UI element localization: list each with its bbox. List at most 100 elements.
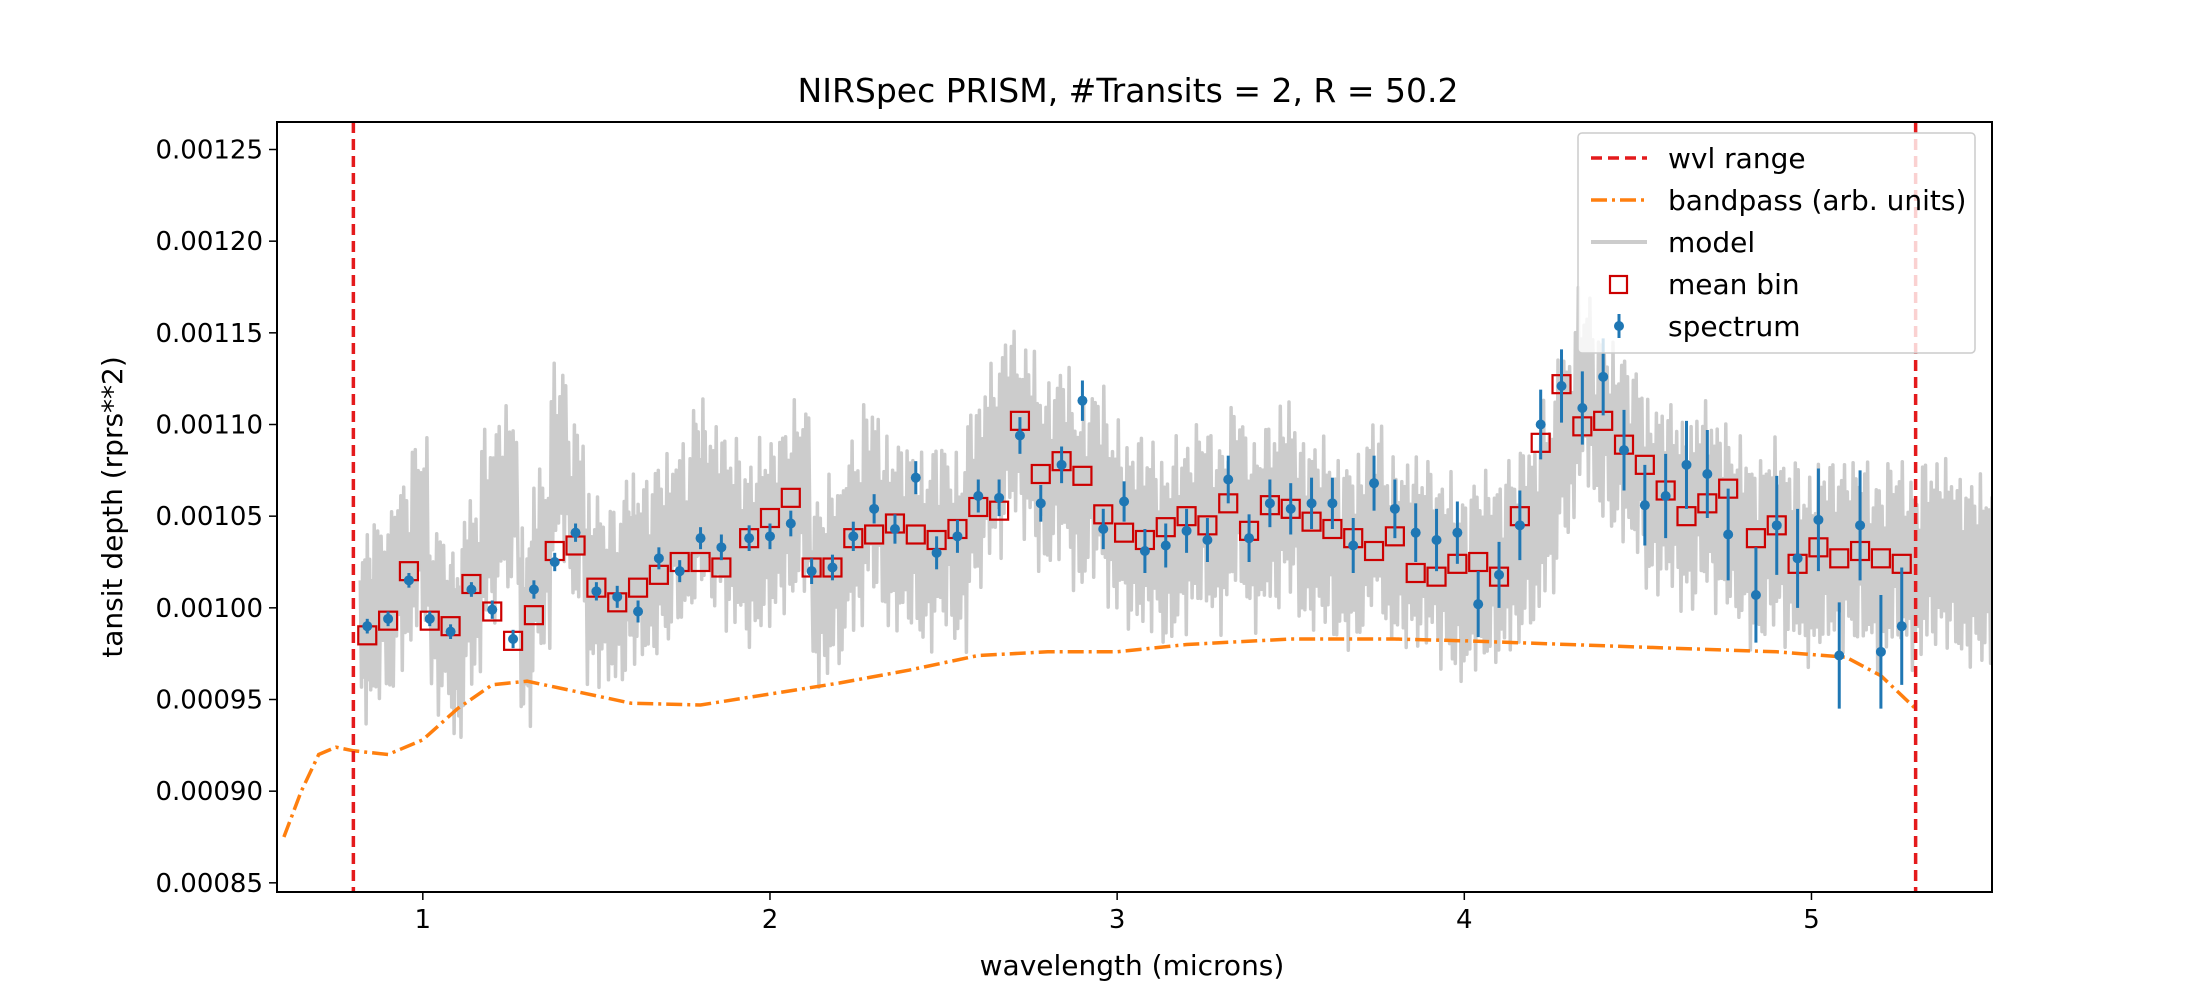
spectrum-point	[1473, 599, 1484, 610]
spectrum-point	[1535, 419, 1546, 430]
spectrum-point	[633, 606, 644, 617]
mean-bin-marker	[627, 577, 649, 598]
plot-layer	[282, 122, 1992, 892]
spectrum-point	[1834, 650, 1845, 661]
y-tick-label: 0.00115	[155, 319, 263, 349]
spectrum-point	[1681, 459, 1692, 470]
spectrum-point	[612, 591, 623, 602]
legend-spectrum-label: spectrum	[1668, 310, 1801, 343]
spectrum-point	[1181, 525, 1192, 536]
spectrum-point	[695, 533, 706, 544]
spectrum-point	[466, 584, 477, 595]
mean-bin-marker	[1468, 551, 1489, 573]
mean-bin-marker	[1870, 548, 1892, 569]
x-tick-label: 4	[1456, 905, 1473, 935]
spectrum-point	[1896, 621, 1907, 632]
y-axis-label: tansit depth (rprs**2)	[96, 356, 129, 658]
spectrum-point	[1792, 553, 1803, 564]
spectrum-point	[848, 531, 859, 542]
spectrum-point	[973, 491, 984, 501]
spectrum-point	[1598, 371, 1609, 382]
spectrum-point	[716, 542, 727, 553]
y-tick-label: 0.00120	[155, 227, 263, 257]
legend-mean-bin-label: mean bin	[1668, 268, 1800, 301]
spectrum-point	[1327, 498, 1338, 509]
spectrum-point	[1306, 498, 1317, 509]
spectrum-point	[1035, 498, 1046, 509]
axis-ticks: 1 2 3 4 5 0.00085 0.00090 0.00095 0.00100 0.00105…	[155, 136, 1819, 936]
chart-title: NIRSpec PRISM, #Transits = 2, R = 50.2	[798, 71, 1459, 110]
spectrum-point	[424, 613, 435, 624]
mean-bin-marker	[1113, 522, 1135, 543]
mean-bin-marker	[1030, 463, 1051, 485]
spectrum-point	[1160, 540, 1171, 551]
spectrum-point	[1660, 491, 1671, 501]
model-line	[358, 285, 1992, 739]
spectrum-point	[1264, 498, 1275, 509]
spectrum-point	[445, 626, 456, 637]
spectrum-point	[827, 562, 838, 573]
spectrum-point	[1771, 520, 1782, 531]
spectrum-point	[549, 557, 560, 567]
y-tick-label: 0.00090	[155, 777, 263, 807]
y-tick-label: 0.00095	[155, 686, 263, 716]
x-tick-label: 3	[1109, 905, 1126, 935]
mean-bin-marker	[1405, 562, 1426, 584]
spectrum-point	[653, 553, 664, 564]
spectrum-point	[1723, 529, 1734, 540]
axes-frame	[276, 121, 1993, 893]
spectrum-point	[1285, 503, 1296, 514]
spectrum-point	[994, 492, 1005, 503]
spectrum-point	[1077, 395, 1088, 406]
x-tick-label: 1	[415, 905, 432, 935]
spectrum-point	[1223, 474, 1234, 485]
spectrum-point	[1750, 590, 1761, 600]
legend-frame	[1577, 132, 1976, 354]
spectrum-point	[1369, 478, 1380, 489]
spectrum-point	[1556, 381, 1567, 391]
legend-mean-bin-swatch	[1608, 274, 1629, 295]
spectrum-point	[1431, 535, 1442, 545]
plot-area	[282, 122, 1992, 892]
spectrum-point	[487, 604, 498, 615]
spectrum-point	[1389, 503, 1400, 514]
spectrum-point	[1056, 459, 1067, 470]
spectrum-point	[1202, 535, 1213, 545]
spectrum-point	[362, 621, 373, 632]
spectrum-point	[764, 531, 775, 542]
mean-bin-marker	[690, 551, 711, 573]
spectrum-point	[1702, 469, 1713, 479]
legend: wvl range bandpass (arb. units) model me…	[1577, 132, 1976, 354]
legend-bandpass-label: bandpass (arb. units)	[1668, 184, 1966, 217]
spectrum-point	[1452, 527, 1463, 538]
spectrum-point	[1813, 514, 1824, 525]
spectrum-point	[1855, 520, 1866, 531]
y-tick-label: 0.00085	[155, 869, 263, 899]
spectrum-point	[785, 518, 796, 529]
spectrum-point	[1014, 430, 1025, 441]
spectrum-point	[1348, 540, 1359, 551]
bandpass-line	[282, 637, 1917, 838]
spectrum-point	[403, 575, 414, 586]
mean-bin-marker	[1072, 465, 1093, 486]
mean-bin-marker	[905, 524, 926, 545]
spectrum-point	[1577, 403, 1588, 413]
mean-bin-marker	[1363, 540, 1385, 562]
y-tick-label: 0.00110	[155, 411, 263, 441]
spectrum-point	[1875, 646, 1886, 657]
spectrum-point	[1639, 500, 1650, 511]
spectrum-point	[570, 527, 581, 538]
spectrum-point	[1139, 546, 1150, 556]
spectrum-point	[528, 584, 539, 595]
y-tick-label: 0.00105	[155, 502, 263, 532]
spectrum-point	[806, 566, 817, 577]
spectrum-point	[1410, 527, 1421, 538]
legend-spectrum-swatch	[1614, 321, 1624, 331]
mean-bin-marker	[780, 487, 801, 508]
spectrum-point	[952, 531, 963, 542]
spectrum-point	[869, 503, 880, 514]
spectrum-point	[383, 613, 394, 624]
x-axis-label: wavelength (microns)	[980, 949, 1285, 982]
mean-bin-marker	[1745, 528, 1767, 549]
